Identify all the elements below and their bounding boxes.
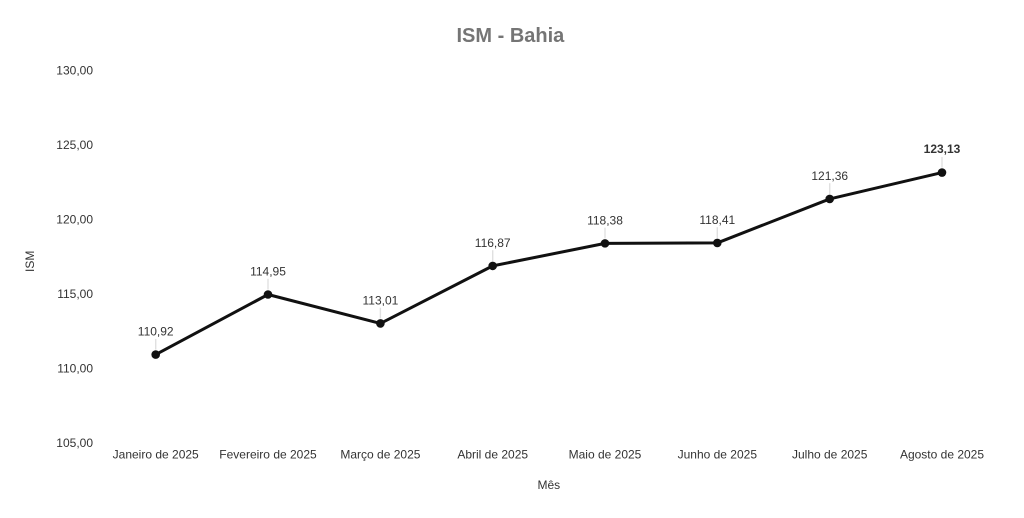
svg-text:ISM - Bahia: ISM - Bahia: [457, 25, 566, 47]
svg-text:Janeiro de 2025: Janeiro de 2025: [113, 448, 199, 462]
svg-text:Fevereiro de 2025: Fevereiro de 2025: [219, 448, 317, 462]
svg-text:114,95: 114,95: [250, 265, 286, 279]
svg-text:105,00: 105,00: [56, 436, 93, 450]
svg-text:Mês: Mês: [537, 478, 560, 492]
svg-text:123,13: 123,13: [924, 142, 961, 156]
svg-text:Março de 2025: Março de 2025: [340, 448, 420, 462]
svg-text:113,01: 113,01: [362, 293, 398, 307]
svg-text:116,87: 116,87: [475, 236, 511, 250]
svg-text:110,00: 110,00: [57, 362, 93, 376]
svg-text:Junho de 2025: Junho de 2025: [678, 448, 758, 462]
svg-text:Maio de 2025: Maio de 2025: [569, 448, 642, 462]
svg-text:118,41: 118,41: [699, 213, 735, 227]
svg-text:118,38: 118,38: [587, 213, 623, 227]
svg-text:125,00: 125,00: [56, 138, 93, 152]
svg-text:120,00: 120,00: [56, 213, 93, 227]
svg-text:Abril de 2025: Abril de 2025: [457, 448, 528, 462]
svg-text:130,00: 130,00: [56, 63, 93, 77]
svg-text:Agosto de 2025: Agosto de 2025: [900, 448, 984, 462]
svg-text:110,92: 110,92: [138, 325, 174, 339]
svg-text:121,36: 121,36: [811, 169, 848, 183]
svg-text:Julho de 2025: Julho de 2025: [792, 448, 868, 462]
svg-text:115,00: 115,00: [57, 287, 93, 301]
svg-text:ISM: ISM: [23, 251, 37, 272]
